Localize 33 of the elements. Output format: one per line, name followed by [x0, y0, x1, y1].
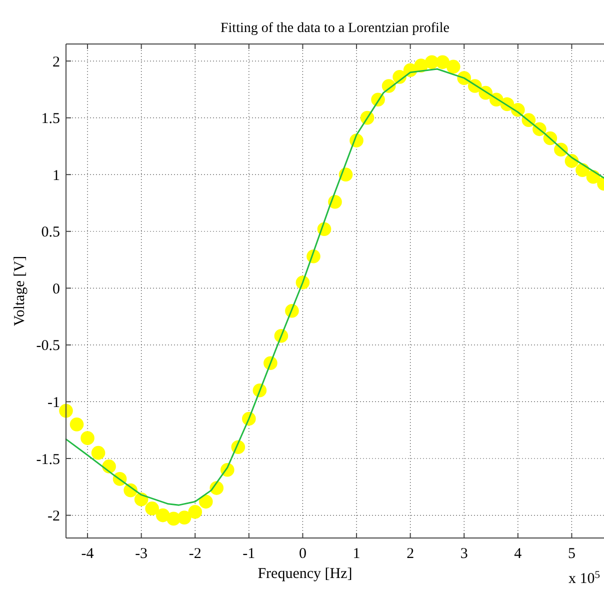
x-tick-label: -1 — [242, 546, 256, 562]
point — [177, 510, 192, 524]
y-tick-label: -1.5 — [36, 452, 60, 468]
y-tick-label: 2 — [52, 54, 60, 70]
y-tick-label: 1.5 — [41, 111, 60, 128]
y-tick-label: 1 — [52, 168, 60, 184]
text: x 10$^{5}$ — [568, 570, 600, 587]
x-tick-label: -2 — [188, 546, 202, 562]
y-tick-label: -2 — [48, 508, 60, 525]
x-tick-label: 1 — [352, 546, 360, 562]
x-axis-title: Frequency [Hz] — [258, 566, 352, 582]
y-tick-label: 0.5 — [41, 224, 60, 241]
point — [70, 418, 84, 432]
x-tick-label: -4 — [81, 546, 94, 562]
y-tick-label: -1 — [48, 394, 60, 411]
x-tick-label: 2 — [406, 546, 414, 562]
point — [91, 446, 106, 460]
chart-title: Fitting of the data to a Lorentzian profile — [220, 21, 450, 36]
point — [436, 55, 450, 70]
x-tick-label: 3 — [460, 546, 468, 562]
x-tick-label: 0 — [298, 546, 306, 562]
point — [188, 504, 202, 519]
point — [145, 502, 159, 516]
point — [59, 404, 73, 418]
point — [446, 60, 460, 74]
y-tick-label: -0.5 — [36, 338, 60, 354]
x-tick-label: 5 — [568, 546, 576, 562]
point — [80, 431, 94, 445]
x-tick-label: -3 — [135, 546, 148, 562]
y-tick-label: 0 — [52, 281, 60, 298]
y-axis-title: Voltage [V] — [12, 256, 28, 326]
point — [198, 494, 213, 509]
x-tick-label: 4 — [514, 546, 522, 562]
